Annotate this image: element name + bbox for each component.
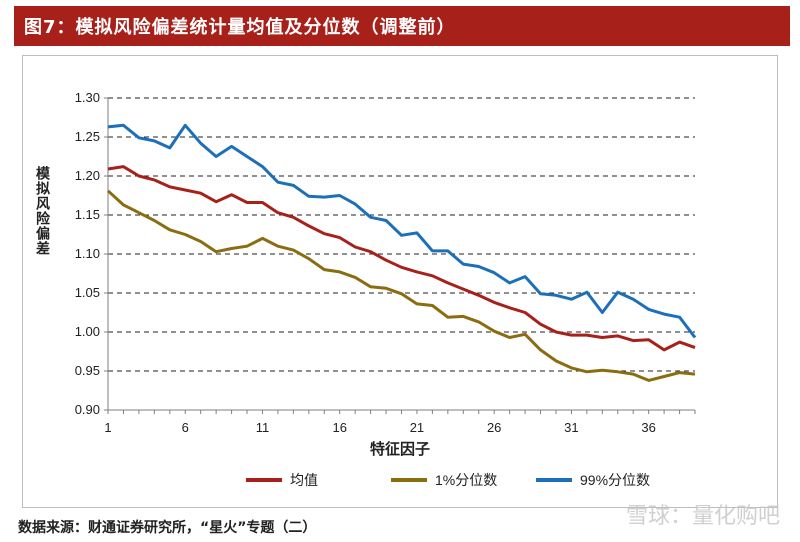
x-tick-labels: 1 6 11 16 21 26 31 36 [104, 420, 656, 435]
x-tick-label: 16 [332, 420, 346, 435]
x-tick-label: 31 [564, 420, 578, 435]
y-tick-label: 1.20 [75, 168, 100, 183]
y-tick-label: 1.30 [75, 90, 100, 105]
x-tick-label: 36 [641, 420, 655, 435]
y-tick-label: 0.90 [75, 402, 100, 417]
y-tick-label: 1.05 [75, 285, 100, 300]
series-line-mean [107, 165, 696, 352]
y-tick-label: 0.95 [75, 363, 100, 378]
x-tick-label: 6 [182, 420, 189, 435]
legend-label-p1: 1%分位数 [435, 472, 497, 488]
x-axis-label: 特征因子 [370, 440, 430, 458]
legend: 均值 1%分位数 99%分位数 [246, 472, 650, 488]
figure-title: 图7：模拟风险偏差统计量均值及分位数（调整前） [24, 17, 456, 38]
series-lines [106, 123, 697, 382]
y-tick-label: 1.25 [75, 129, 100, 144]
source-note: 数据来源：财通证券研究所，“星火”专题（二） [18, 520, 317, 536]
x-tick-label: 1 [104, 420, 111, 435]
y-tick-label: 1.15 [75, 207, 100, 222]
series-line-p99 [107, 123, 697, 339]
series-line-p1 [106, 189, 696, 382]
y-tick-labels: 0.90 0.95 1.00 1.05 1.10 1.15 1.20 1.25 1.30 [75, 90, 100, 417]
y-axis-label: 模拟风险偏差 [35, 165, 51, 256]
grid-lines [104, 97, 696, 414]
legend-label-p99: 99%分位数 [580, 472, 650, 488]
legend-label-mean: 均值 [290, 472, 318, 488]
x-tick-label: 26 [487, 420, 501, 435]
y-tick-label: 1.10 [75, 246, 100, 261]
x-tick-label: 11 [256, 420, 270, 435]
y-tick-label: 1.00 [75, 324, 100, 339]
watermark: 雪球：量化购吧 [625, 504, 780, 529]
axes [107, 98, 695, 411]
title-banner: 图7：模拟风险偏差统计量均值及分位数（调整前） [14, 6, 790, 46]
x-tick-label: 21 [410, 420, 424, 435]
